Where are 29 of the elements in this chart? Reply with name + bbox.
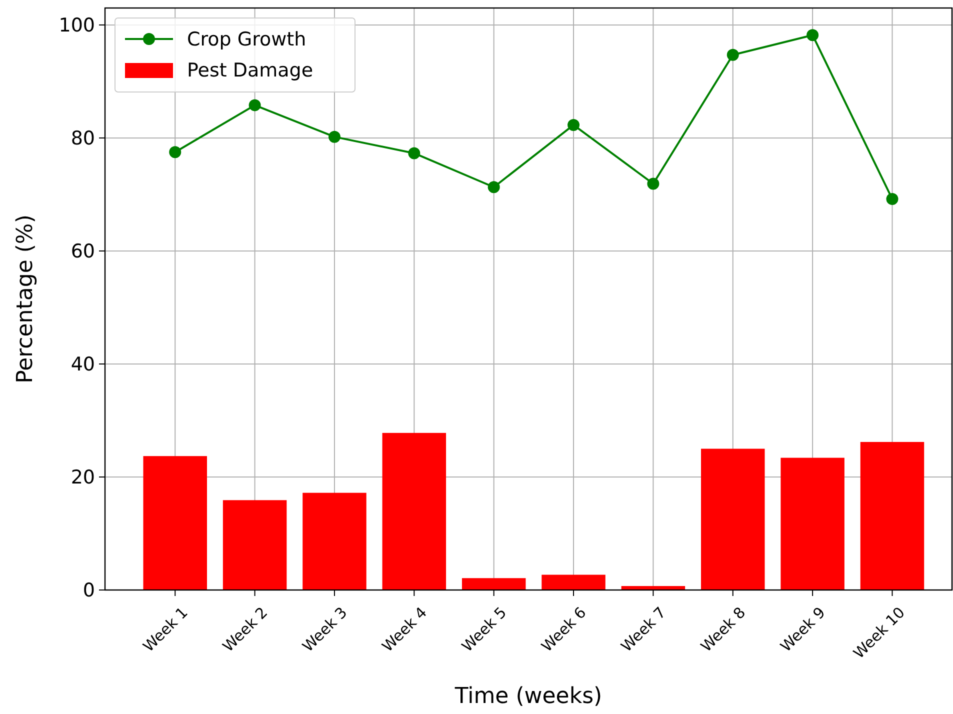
bar xyxy=(860,442,924,590)
point xyxy=(408,147,420,160)
bar xyxy=(302,492,366,590)
point xyxy=(647,178,660,190)
bar xyxy=(462,578,526,590)
bar xyxy=(382,432,446,590)
bar xyxy=(542,574,606,590)
y-tick-label: 60 xyxy=(70,240,95,263)
point xyxy=(806,29,819,42)
x-axis-title: Time (weeks) xyxy=(454,684,602,709)
y-tick-label: 20 xyxy=(70,466,95,489)
point xyxy=(248,99,261,112)
bar xyxy=(701,448,765,590)
bar xyxy=(222,500,287,590)
bar xyxy=(143,456,207,590)
point xyxy=(886,192,898,205)
y-tick-label: 40 xyxy=(70,354,95,376)
y-axis-title: Percentage (%) xyxy=(13,214,38,384)
point xyxy=(169,146,182,158)
legend-label: Crop Growth xyxy=(187,28,306,51)
bar xyxy=(780,458,844,590)
y-tick-label: 100 xyxy=(58,14,95,37)
point xyxy=(568,118,580,131)
point xyxy=(726,48,739,61)
y-tick-label: 0 xyxy=(82,580,95,602)
legend-label: Pest Damage xyxy=(187,60,314,82)
point xyxy=(328,130,340,143)
y-tick-label: 80 xyxy=(70,128,95,150)
point xyxy=(488,181,500,194)
